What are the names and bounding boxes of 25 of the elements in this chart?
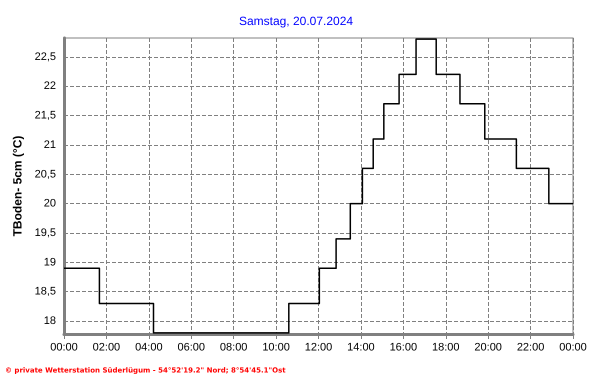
y-tick-label: 18: [44, 315, 56, 328]
chart-title: Samstag, 20.07.2024: [238, 14, 354, 28]
x-tick-label: 00:00: [559, 342, 587, 354]
y-tick-label: 20,5: [34, 168, 56, 180]
x-tick-label: 14:00: [347, 342, 375, 354]
x-tick-label: 18:00: [432, 342, 460, 354]
x-tick-label: 16:00: [390, 342, 418, 354]
y-tick-label: 22: [44, 80, 56, 92]
y-axis-title: TBoden- 5cm (°C): [10, 136, 25, 236]
y-tick-label: 19: [44, 256, 56, 268]
y-tick-label: 21: [44, 138, 56, 151]
x-tick-label: 06:00: [177, 342, 206, 354]
x-tick-label: 10:00: [262, 342, 290, 354]
x-tick-label: 08:00: [220, 342, 248, 354]
x-tick-label: 22:00: [516, 342, 544, 354]
x-tick-label: 12:00: [304, 342, 332, 354]
y-tick-label: 21,5: [34, 110, 56, 122]
y-tick-label: 20: [44, 198, 56, 210]
x-tick-label: 04:00: [135, 342, 163, 354]
y-tick-label: 18,5: [34, 286, 56, 298]
y-tick-label: 19,5: [34, 226, 56, 239]
y-tick-label: 22,5: [34, 50, 56, 63]
x-tick-label: 20:00: [474, 342, 502, 354]
x-tick-label: 02:00: [92, 342, 120, 354]
x-tick-label: 00:00: [50, 342, 78, 354]
